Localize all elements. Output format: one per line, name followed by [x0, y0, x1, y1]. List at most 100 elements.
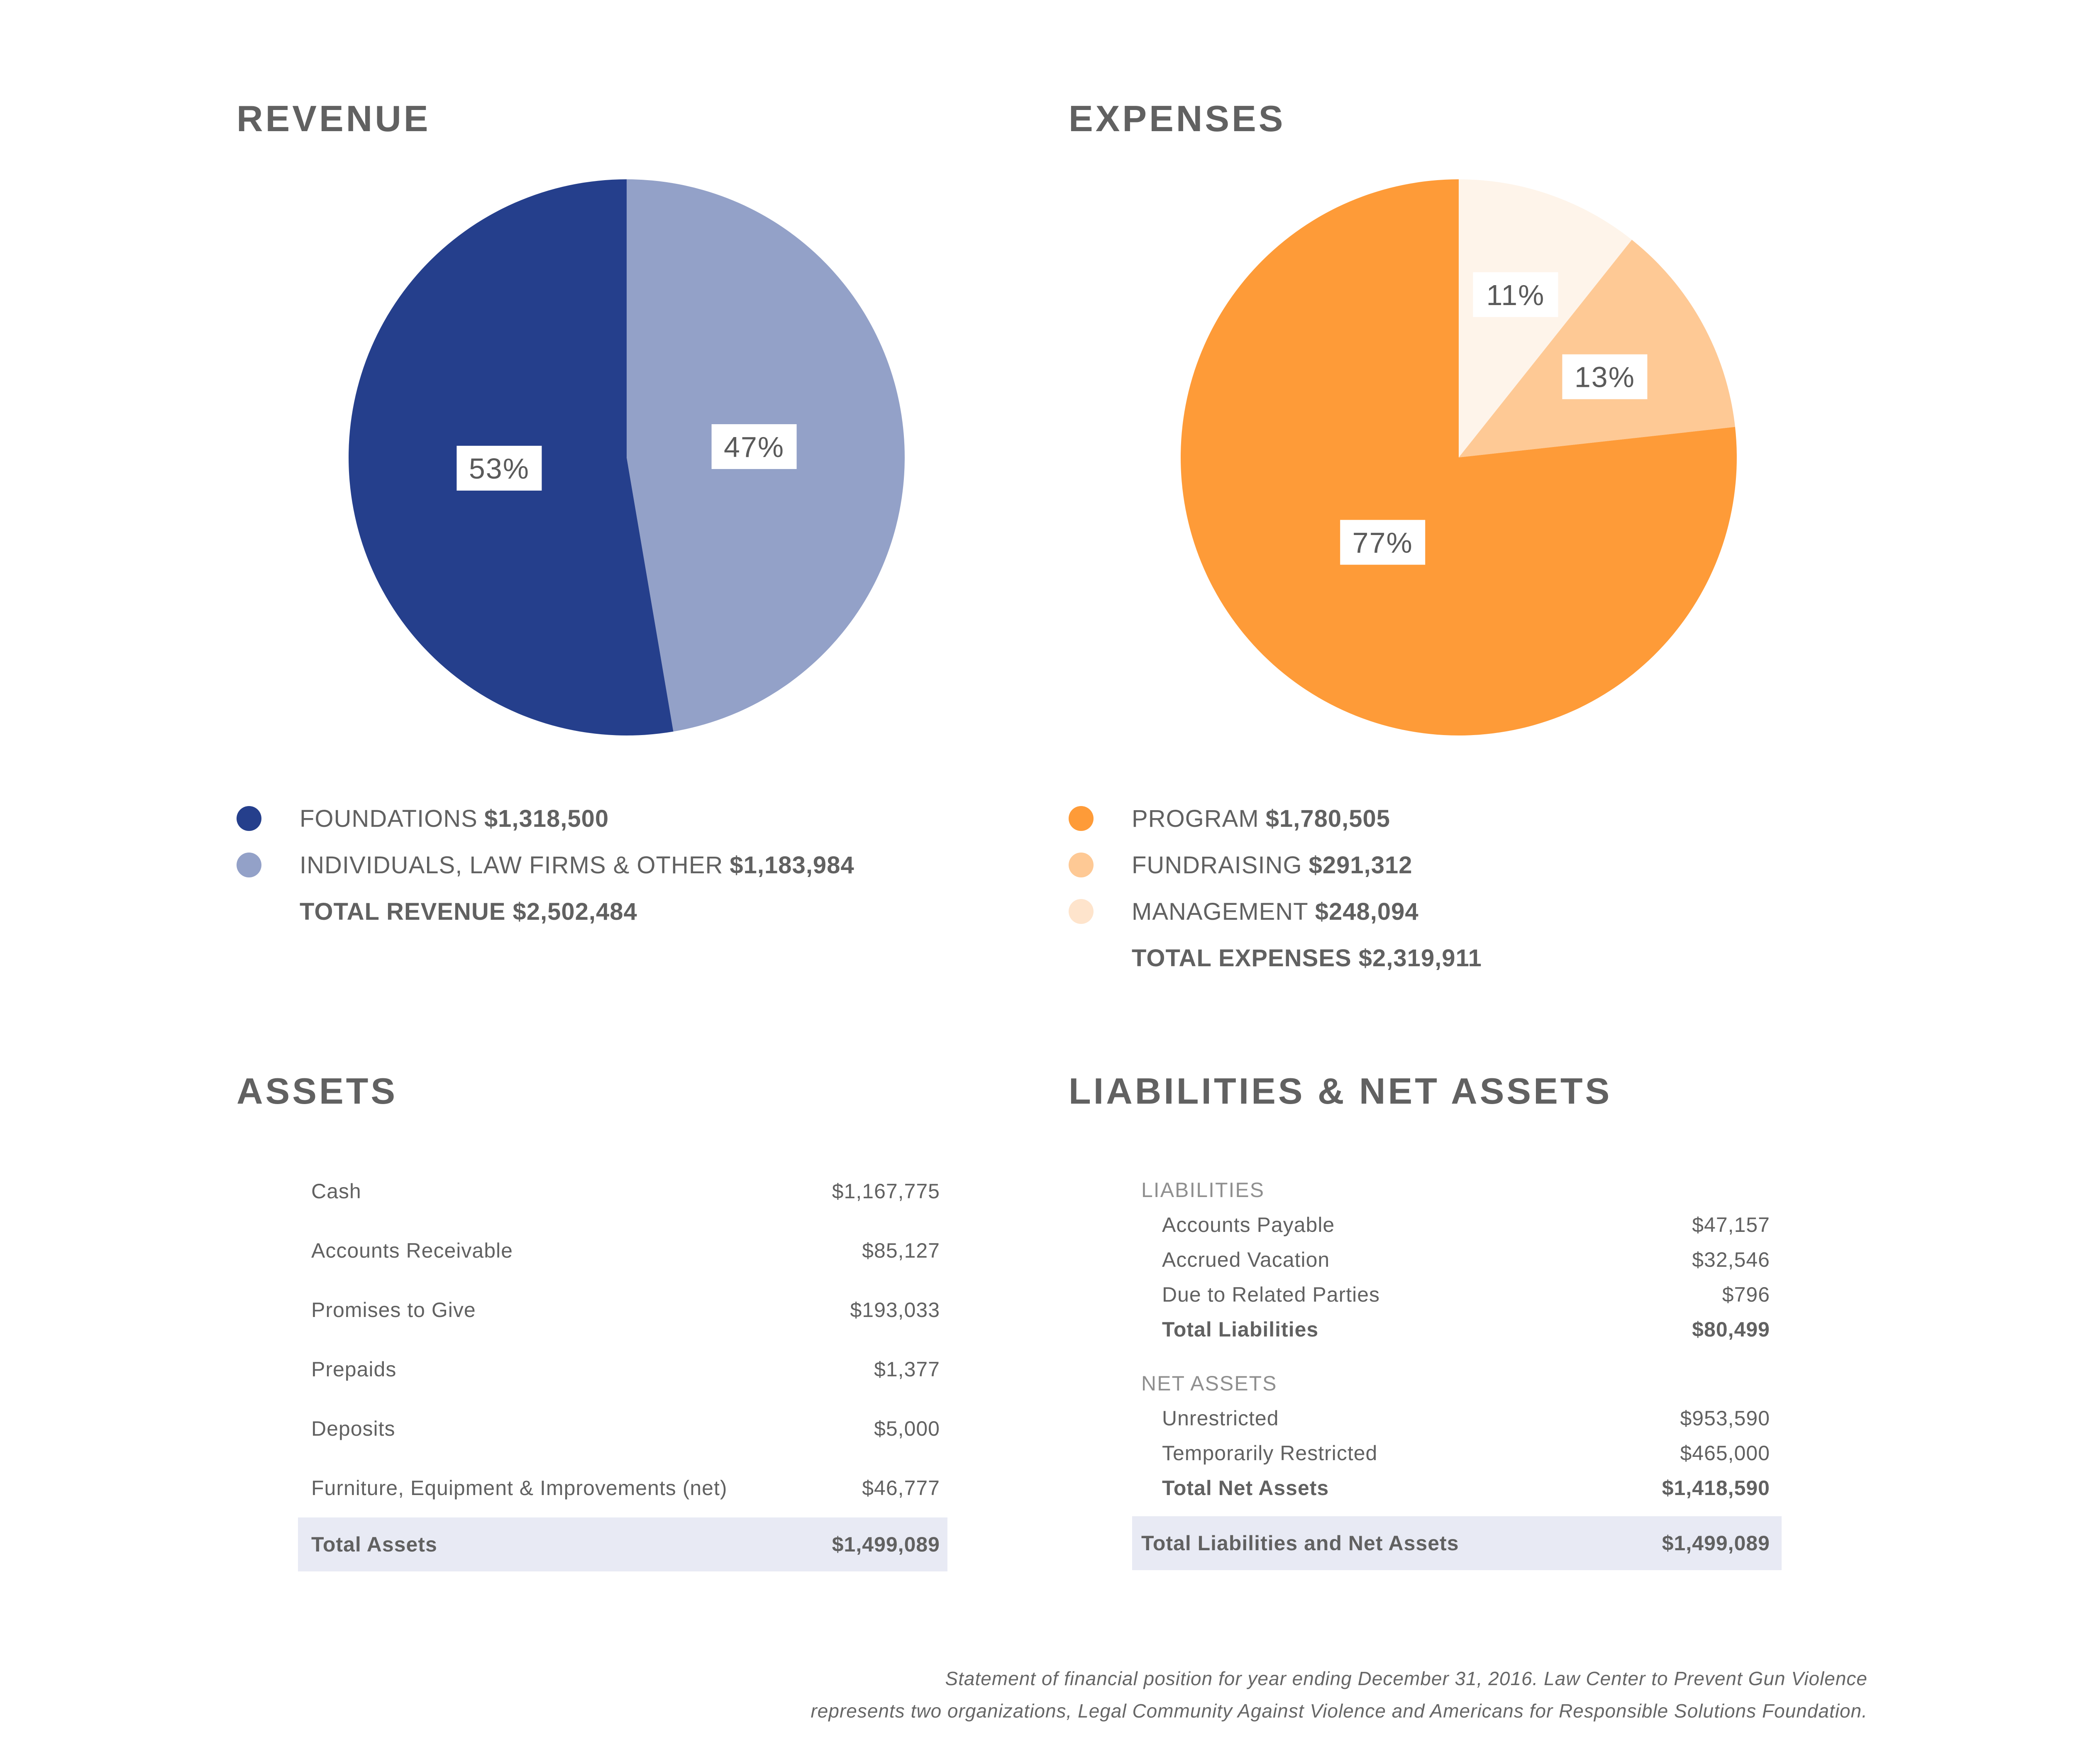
expenses-title: EXPENSES	[1069, 98, 1286, 139]
total-revenue: TOTAL REVENUE $2,502,484	[300, 898, 637, 925]
row-value: $1,418,590	[1662, 1476, 1770, 1500]
row-label: Furniture, Equipment & Improvements (net…	[311, 1476, 727, 1500]
row-value: $1,377	[874, 1357, 940, 1381]
row-label: Unrestricted	[1162, 1407, 1279, 1430]
row-label: Total Net Assets	[1162, 1476, 1329, 1500]
pie-percent-label: 77%	[1340, 520, 1426, 565]
row-value: $953,590	[1680, 1407, 1770, 1430]
row-value: $32,546	[1692, 1248, 1770, 1271]
legend-dot-individuals	[237, 853, 261, 877]
legend-amount: $1,780,505	[1265, 805, 1390, 832]
row-label: Promises to Give	[311, 1298, 476, 1322]
row-value: $1,499,089	[832, 1533, 940, 1556]
pie-slice-management	[1459, 179, 1632, 457]
legend-item-program: PROGRAM $1,780,505	[1069, 795, 1482, 842]
pie-slice-fundraising	[1459, 239, 1735, 457]
total-liabilities-row: Total Liabilities $80,499	[1132, 1312, 1782, 1347]
table-row: Furniture, Equipment & Improvements (net…	[298, 1458, 947, 1517]
revenue-title: REVENUE	[237, 98, 431, 139]
pie-label-text: 13%	[1575, 361, 1635, 393]
footnote-line: represents two organizations, Legal Comm…	[810, 1700, 1868, 1722]
total-net-assets-row: Total Net Assets $1,418,590	[1132, 1471, 1782, 1505]
legend-label: MANAGEMENT	[1132, 898, 1308, 925]
table-row: Prepaids $1,377	[298, 1339, 947, 1399]
total-assets-row: Total Assets $1,499,089	[298, 1517, 947, 1571]
row-value: $85,127	[862, 1239, 940, 1262]
row-label: Accounts Receivable	[311, 1239, 513, 1262]
pie-label-box	[456, 445, 542, 491]
legend-dot-management	[1069, 899, 1094, 924]
legend-item-foundations: FOUNDATIONS $1,318,500	[237, 795, 854, 842]
row-label: Accounts Payable	[1162, 1213, 1335, 1236]
row-value: $5,000	[874, 1417, 940, 1440]
liabilities-group-label: LIABILITIES	[1141, 1178, 1265, 1202]
pie-percent-label: 11%	[1473, 272, 1558, 317]
footnote-line: Statement of financial position for year…	[945, 1668, 1868, 1689]
row-value: $1,167,775	[832, 1179, 940, 1203]
legend-dot-program	[1069, 806, 1094, 831]
table-row: Accounts Receivable $85,127	[298, 1221, 947, 1280]
legend-label: PROGRAM	[1132, 805, 1259, 832]
row-value: $46,777	[862, 1476, 940, 1500]
assets-table: Cash $1,167,775 Accounts Receivable $85,12…	[298, 1161, 947, 1571]
table-row: Temporarily Restricted $465,000	[1132, 1436, 1782, 1471]
legend-dot-foundations	[237, 806, 261, 831]
pie-label-box	[1562, 354, 1648, 399]
row-value: $80,499	[1692, 1318, 1770, 1341]
row-value: $47,157	[1692, 1213, 1770, 1236]
pie-label-text: 47%	[724, 431, 784, 463]
row-label: Accrued Vacation	[1162, 1248, 1330, 1271]
legend-amount: $1,183,984	[730, 851, 854, 879]
pie-label-box	[1340, 520, 1426, 565]
pie-slice-program	[1181, 179, 1737, 736]
row-label: Temporarily Restricted	[1162, 1441, 1378, 1465]
legend-dot-fundraising	[1069, 853, 1094, 877]
legend-item-individuals: INDIVIDUALS, LAW FIRMS & OTHER $1,183,98…	[237, 842, 854, 888]
assets-title: ASSETS	[237, 1070, 398, 1112]
row-label: Total Liabilities	[1162, 1318, 1319, 1341]
footnote: Statement of financial position for year…	[810, 1662, 1868, 1727]
table-row: Promises to Give $193,033	[298, 1280, 947, 1339]
row-value: $193,033	[850, 1298, 940, 1322]
table-row: Unrestricted $953,590	[1132, 1401, 1782, 1436]
legend-amount: $248,094	[1315, 898, 1419, 925]
row-label: Total Liabilities and Net Assets	[1141, 1532, 1459, 1555]
pie-label-box	[1473, 272, 1558, 317]
legend-label: INDIVIDUALS, LAW FIRMS & OTHER	[300, 851, 723, 879]
legend-amount: $1,318,500	[484, 805, 609, 832]
legend-label: FUNDRAISING	[1132, 851, 1302, 879]
pie-percent-label: 47%	[711, 424, 797, 469]
net-assets-group-label: NET ASSETS	[1141, 1372, 1277, 1395]
expenses-pie-chart: 77% 13% 11%	[1181, 179, 1737, 736]
row-label: Cash	[311, 1179, 361, 1203]
row-label: Deposits	[311, 1417, 395, 1440]
row-label: Total Assets	[311, 1533, 437, 1556]
total-liabilities-and-net-assets-row: Total Liabilities and Net Assets $1,499,0…	[1132, 1516, 1782, 1570]
legend-amount: $291,312	[1308, 851, 1413, 879]
table-row: Accounts Payable $47,157	[1132, 1207, 1782, 1242]
row-value: $796	[1722, 1283, 1770, 1306]
group-spacer	[1132, 1347, 1782, 1366]
legend-item-management: MANAGEMENT $248,094	[1069, 888, 1482, 935]
expenses-legend: PROGRAM $1,780,505 FUNDRAISING $291,312 …	[1069, 795, 1482, 981]
legend-label: FOUNDATIONS	[300, 805, 478, 832]
total-expenses: TOTAL EXPENSES $2,319,911	[1132, 944, 1482, 972]
row-label: Due to Related Parties	[1162, 1283, 1380, 1306]
pie-label-box	[711, 424, 797, 469]
revenue-pie-chart: 53% 47%	[349, 179, 905, 735]
table-row: Deposits $5,000	[298, 1399, 947, 1458]
table-row: Due to Related Parties $796	[1132, 1277, 1782, 1312]
row-value: $465,000	[1680, 1441, 1770, 1465]
table-row: Accrued Vacation $32,546	[1132, 1242, 1782, 1277]
row-label: Prepaids	[311, 1357, 397, 1381]
table-row: Cash $1,167,775	[298, 1161, 947, 1221]
pie-label-text: 77%	[1352, 527, 1413, 559]
pie-percent-label: 53%	[456, 445, 542, 491]
pie-label-text: 11%	[1486, 279, 1545, 311]
revenue-legend: FOUNDATIONS $1,318,500 INDIVIDUALS, LAW …	[237, 795, 854, 935]
pie-percent-label: 13%	[1562, 354, 1648, 399]
liabilities-title: LIABILITIES & NET ASSETS	[1069, 1070, 1612, 1112]
row-value: $1,499,089	[1662, 1532, 1770, 1555]
liabilities-table: LIABILITIES Accounts Payable $47,157 Accr…	[1132, 1173, 1782, 1570]
pie-label-text: 53%	[469, 452, 530, 485]
